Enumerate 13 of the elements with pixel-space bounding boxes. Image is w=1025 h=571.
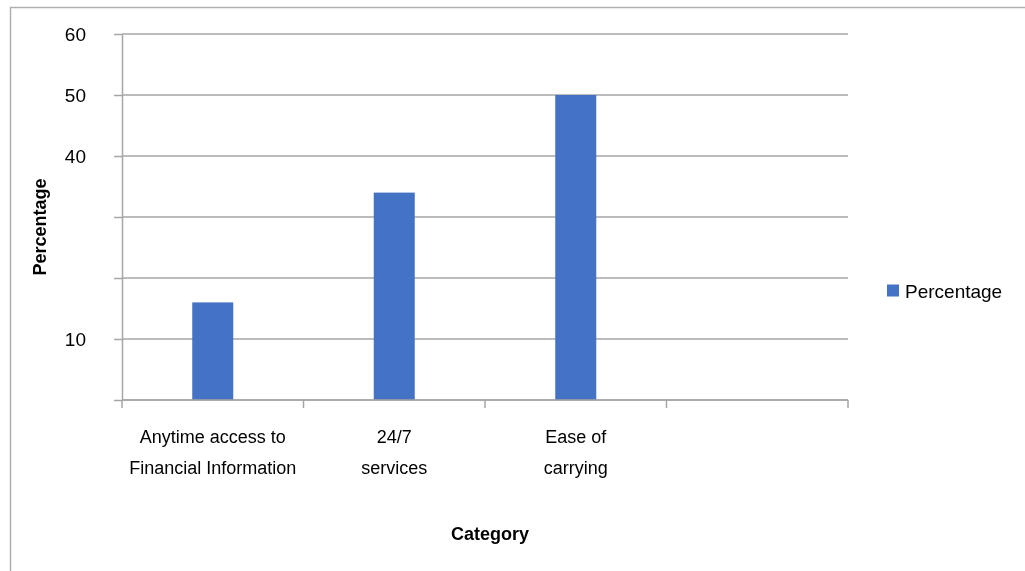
y-tick-label: 60	[64, 23, 86, 45]
y-tick-label: 10	[64, 328, 86, 350]
x-tick-label: Ease of carrying	[543, 427, 608, 478]
x-axis-title: Category	[450, 524, 530, 544]
bar	[373, 192, 415, 400]
x-tick-label: 24/7 services	[361, 427, 428, 478]
bar	[192, 302, 234, 400]
bar	[555, 95, 597, 400]
legend-label: Percentage	[905, 280, 1003, 302]
y-axis-title: Percentage	[30, 178, 50, 276]
x-tick-label: Anytime access to Financial Information	[129, 427, 297, 478]
y-tick-label: 50	[64, 84, 86, 106]
y-tick-label: 40	[64, 145, 86, 167]
